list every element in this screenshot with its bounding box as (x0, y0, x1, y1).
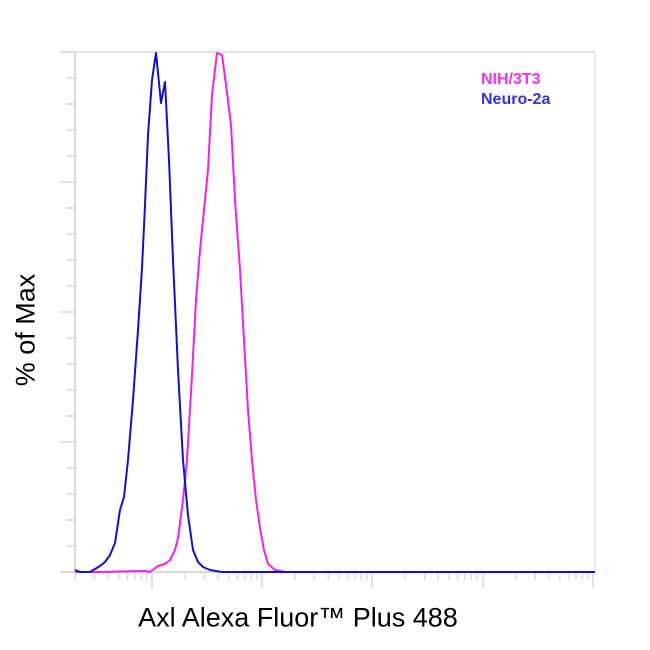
legend-item-nih3t3: NIH/3T3 (481, 71, 541, 88)
series-lines (74, 52, 595, 573)
y-axis-ticks (60, 51, 75, 573)
plot-frame (60, 51, 596, 573)
series-line-nih-3t3 (75, 52, 595, 573)
legend-item-neuro2a: Neuro-2a (481, 91, 551, 108)
legend: NIH/3T3 Neuro-2a (481, 70, 550, 110)
series-line-neuro-2a (74, 52, 595, 573)
x-axis-label: Axl Alexa Fluor™ Plus 488 (138, 602, 458, 633)
x-axis-ticks (74, 572, 594, 588)
y-axis-label: % of Max (10, 273, 41, 387)
